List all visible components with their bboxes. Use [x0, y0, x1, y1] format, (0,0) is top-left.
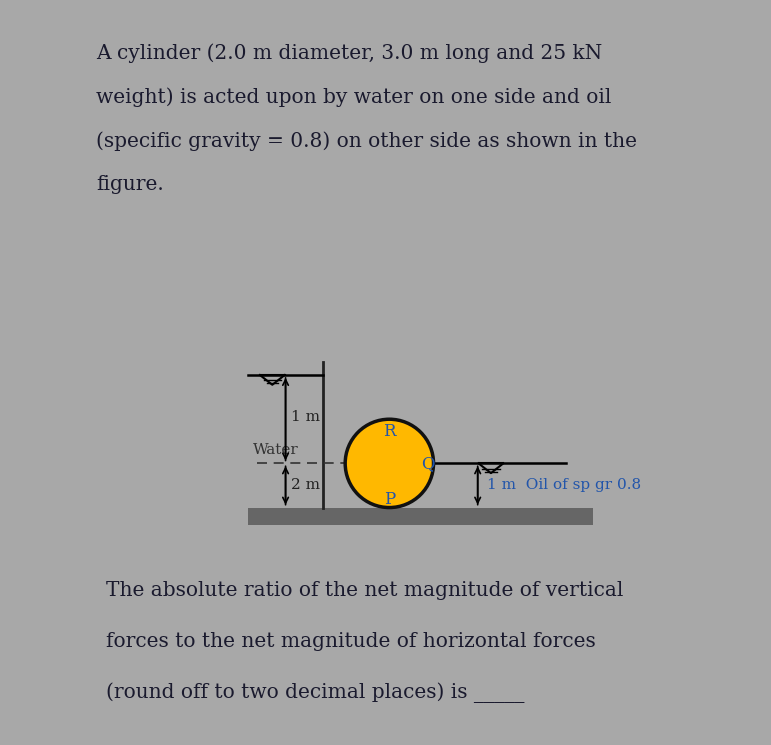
Text: R: R — [383, 423, 396, 440]
Text: figure.: figure. — [96, 174, 163, 194]
Text: forces to the net magnitude of horizontal forces: forces to the net magnitude of horizonta… — [106, 632, 596, 651]
Text: weight) is acted upon by water on one side and oil: weight) is acted upon by water on one si… — [96, 87, 611, 107]
Text: Q: Q — [422, 455, 435, 472]
Text: Water: Water — [252, 443, 298, 457]
Text: The absolute ratio of the net magnitude of vertical: The absolute ratio of the net magnitude … — [106, 582, 624, 600]
Text: 1 m: 1 m — [291, 410, 320, 424]
Text: 1 m  Oil of sp gr 0.8: 1 m Oil of sp gr 0.8 — [487, 478, 641, 492]
Text: P: P — [384, 491, 395, 508]
Circle shape — [345, 419, 433, 507]
Text: A cylinder (2.0 m diameter, 3.0 m long and 25 kN: A cylinder (2.0 m diameter, 3.0 m long a… — [96, 43, 602, 63]
Text: (specific gravity = 0.8) on other side as shown in the: (specific gravity = 0.8) on other side a… — [96, 131, 637, 150]
Bar — [248, 507, 593, 525]
Text: (round off to two decimal places) is _____: (round off to two decimal places) is ___… — [106, 682, 524, 703]
Text: 2 m: 2 m — [291, 478, 320, 492]
